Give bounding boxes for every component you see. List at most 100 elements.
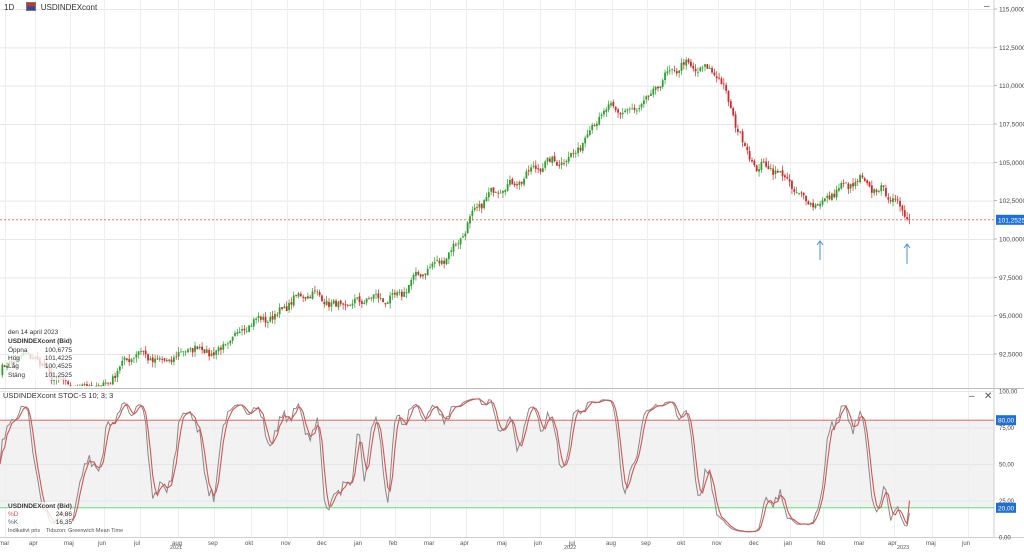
price-panel-bg: [0, 0, 994, 388]
x-month-label: sep: [641, 541, 651, 547]
candle-body: [208, 349, 211, 357]
candle-body: [678, 70, 681, 73]
candle-body: [720, 78, 723, 85]
x-month-label: okt: [677, 541, 685, 547]
candle-body: [173, 357, 175, 363]
candle-body: [290, 302, 293, 305]
stoch-close-button[interactable]: ✕: [984, 391, 993, 402]
candle-body: [370, 297, 373, 299]
candle-body: [250, 325, 253, 327]
candle-body: [704, 64, 706, 67]
candle-body: [267, 322, 269, 323]
candle-body: [464, 233, 467, 237]
x-month-label: jan: [783, 541, 792, 547]
y-tick-label: 97,5000: [999, 275, 1023, 282]
candle-body: [377, 293, 380, 299]
candle-body: [769, 168, 772, 170]
candle-body: [318, 292, 321, 296]
timeframe-label[interactable]: 1D: [4, 3, 15, 12]
y-tick-label: 100,0000: [999, 237, 1024, 244]
candle-body: [598, 116, 601, 125]
candle-body: [302, 296, 305, 298]
candle-body: [297, 293, 300, 297]
candle-body: [485, 197, 488, 201]
last-price-tag-text: 101,2525: [998, 217, 1024, 224]
candle-body: [104, 382, 107, 384]
candle-body: [873, 189, 876, 194]
candle-body: [196, 346, 199, 350]
candle-body: [605, 109, 608, 112]
candle-body: [631, 108, 634, 110]
candle-body: [760, 161, 763, 170]
candle-body: [516, 184, 518, 186]
candle-body: [868, 182, 871, 187]
price-panel-minimize-button[interactable]: –: [984, 1, 990, 12]
info-row-high: Hög 101,4225: [8, 355, 72, 363]
candle-body: [899, 200, 901, 207]
candle-body: [116, 370, 119, 378]
candle-body: [823, 198, 826, 202]
candle-body: [471, 210, 474, 216]
candle-body: [518, 182, 521, 185]
candle-body: [640, 103, 643, 108]
candle-body: [83, 384, 86, 385]
candle-body: [746, 146, 749, 151]
candle-body: [786, 176, 789, 179]
candle-body: [659, 86, 662, 89]
candle-body: [610, 103, 612, 106]
y-tick-label: 102,5000: [999, 198, 1024, 205]
candle-body: [894, 198, 897, 200]
stoch-title[interactable]: USDINDEXcont STOC-S 10; 3; 3: [3, 391, 114, 400]
stoch-tick-label: 50,00: [999, 463, 1015, 469]
candle-body: [635, 110, 638, 112]
candle-body: [800, 192, 803, 194]
candle-body: [798, 193, 800, 194]
candle-body: [137, 351, 140, 355]
candle-body: [332, 300, 335, 304]
candle-body: [107, 382, 109, 384]
info-row-open: Öppna 100,6775: [8, 347, 72, 354]
candle-body: [718, 77, 720, 79]
candle-body: [292, 295, 295, 306]
candle-body: [541, 168, 544, 172]
candle-body: [668, 70, 671, 72]
x-month-label: nov: [281, 541, 291, 547]
x-month-label: sep: [208, 541, 218, 547]
candle-body: [379, 298, 382, 299]
candle-body: [384, 303, 387, 305]
candle-body: [417, 271, 420, 275]
candle-body: [353, 298, 356, 304]
stoch-tick-label: 0,00: [999, 536, 1011, 542]
stoch-tick-label: 25,00: [999, 499, 1015, 505]
candle-body: [494, 192, 497, 193]
candle-body: [198, 346, 201, 349]
candle-body: [751, 159, 753, 162]
stoch-tick-label: 75,00: [999, 426, 1015, 432]
candle-body: [579, 147, 582, 151]
candle-body: [205, 349, 208, 353]
candle-body: [628, 108, 631, 110]
last-price-tag: [996, 214, 1024, 225]
candle-body: [551, 156, 554, 163]
candle-body: [734, 114, 737, 128]
candle-body: [530, 167, 532, 172]
symbol-label[interactable]: USDINDEXcont: [40, 3, 98, 12]
candle-body: [560, 162, 563, 165]
x-month-label: maj: [926, 541, 936, 547]
info-symbol: USDINDEXcont (Bid): [8, 338, 72, 345]
candle-body: [447, 252, 450, 260]
candle-body: [549, 158, 551, 162]
y-tick-label: 107,5000: [999, 122, 1024, 129]
candle-body: [90, 385, 93, 386]
up-arrow-head: [903, 243, 911, 249]
candle-body: [386, 302, 389, 304]
candle-body: [523, 179, 525, 185]
candle-body: [285, 306, 288, 312]
stoch-minimize-button[interactable]: –: [969, 391, 975, 402]
candle-body: [685, 59, 688, 66]
candle-body: [100, 385, 102, 387]
candle-body: [111, 376, 114, 385]
candle-body: [558, 164, 561, 166]
candle-body: [880, 185, 883, 192]
